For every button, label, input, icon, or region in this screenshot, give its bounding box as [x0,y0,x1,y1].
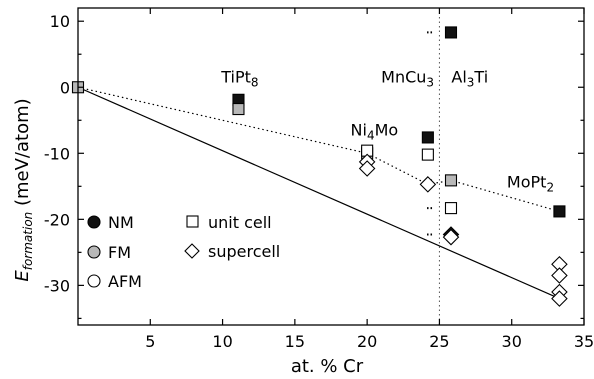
x-tick-label: 30 [502,332,522,351]
y-axis-title: Eformation (meV/atom) [12,98,35,281]
square-marker-afm [444,202,458,215]
compound-label-sub: 4 [367,128,375,142]
legend-marker-fm [87,245,101,259]
compound-label-tail: Ti [473,68,488,87]
x-axis-title: at. % Cr [291,356,364,377]
compound-label-main: MoPt [507,173,547,192]
compound-label-main: MnCu [381,68,426,87]
diamond-marker-afm [419,176,437,193]
y-axis-title-unit: (meV/atom) [12,98,33,211]
x-tick-label: 10 [212,332,232,351]
x-tick-label: 35 [574,332,594,351]
legend: NM FM AFM unit cell supercell [87,213,280,291]
y-tick-label: 10 [50,12,70,31]
compound-label-sub: 3 [467,76,475,90]
y-tick-label: -20 [44,210,70,229]
compound-label-main: Al [451,68,466,87]
compound-label-main: TiPt [220,68,251,87]
square-marker-nm [421,131,434,144]
legend-marker-unit-cell [186,215,199,228]
y-tick-label: -30 [44,276,70,295]
legend-marker-nm [87,215,101,229]
legend-label-nm: NM [108,213,134,232]
legend-marker-supercell [184,243,200,259]
legend-label-fm: FM [108,243,131,262]
diamond-marker-afm [551,290,568,307]
tick-layer: 5 10 15 20 25 30 35 -30 -20 -10 0 10 [44,7,594,351]
compound-label-main: Ni [351,120,367,139]
square-marker-nm [553,205,566,218]
x-tick-label: 15 [285,332,305,351]
y-tick-label: -10 [44,144,70,163]
compound-label-sub: 3 [426,76,434,90]
legend-label-afm: AFM [108,272,142,291]
x-tick-label: 5 [145,332,155,351]
compound-label-tail: Mo [375,120,399,139]
square-marker-nm [444,26,458,39]
compound-label: MoPt2 [507,173,554,195]
compound-label-sub: 8 [251,76,259,90]
compound-label: Al3Ti [451,68,488,90]
diamond-marker-afm [551,267,568,284]
y-axis-title-main: E [12,270,33,282]
square-marker-fm [444,174,458,187]
diamond-marker-afm [442,228,460,246]
y-tick-label: 0 [60,78,70,97]
legend-label-supercell: supercell [208,242,280,261]
compound-label-sub: 2 [546,181,554,195]
legend-marker-afm [87,274,101,288]
plot-frame [77,7,585,326]
y-axis-title-sub: formation [21,212,35,271]
legend-label-unit-cell: unit cell [208,213,272,232]
diamond-marker-afm [358,160,376,177]
compound-label: Ni4Mo [351,120,399,142]
square-marker-afm [421,148,434,161]
square-marker-fm [232,102,245,116]
compound-label: MnCu3 [381,68,434,90]
x-tick-label: 20 [357,332,377,351]
hull-line-solid [77,86,560,300]
compound-label: TiPt8 [220,68,258,90]
x-tick-label: 25 [429,332,449,351]
plot-layer [71,8,568,325]
